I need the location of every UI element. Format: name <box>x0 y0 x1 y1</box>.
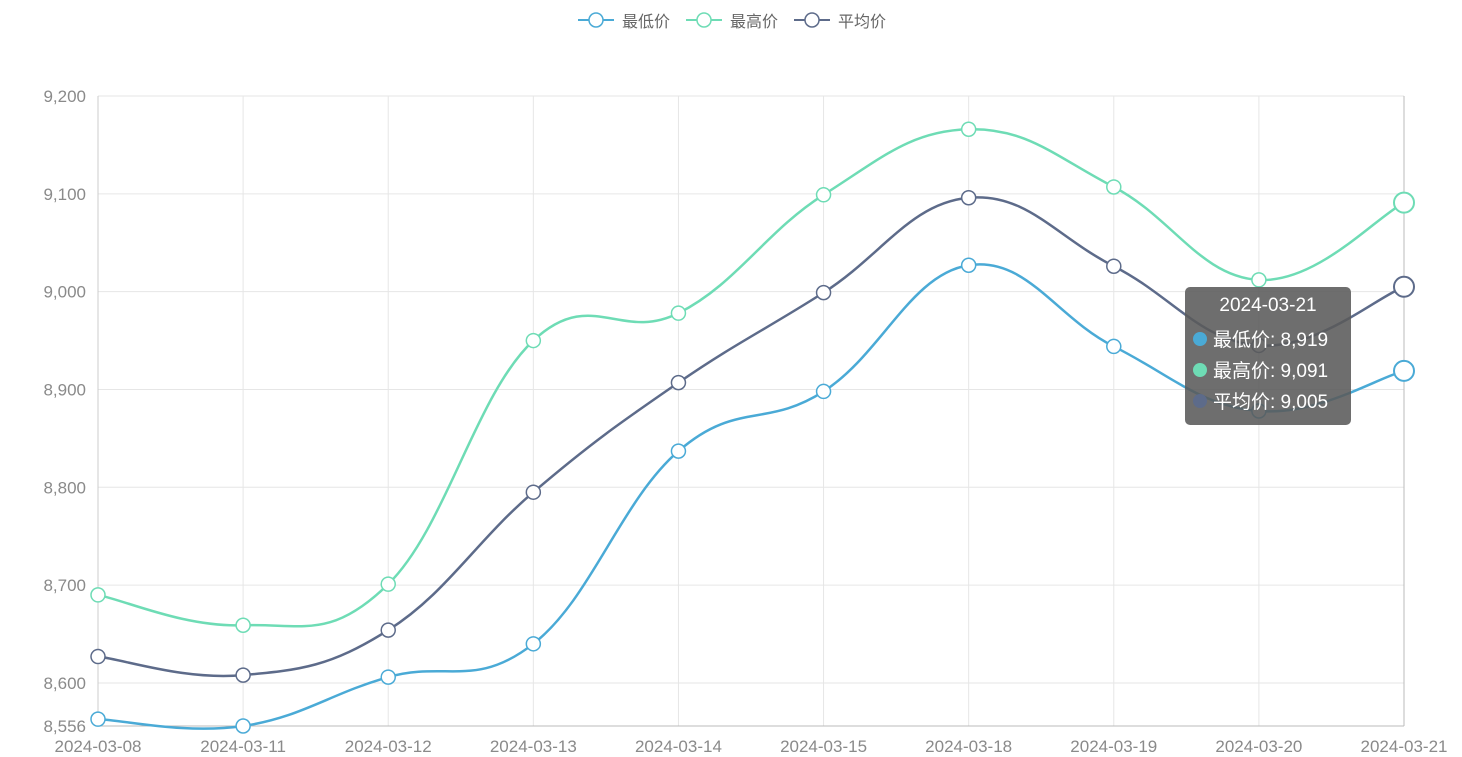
data-point-low <box>960 257 977 273</box>
data-point-high <box>525 332 542 349</box>
data-point-avg <box>1393 275 1415 298</box>
legend-low-symbol <box>577 12 614 28</box>
y-tick-label: 8,700 <box>43 576 86 595</box>
x-tick-label: 2024-03-15 <box>780 737 867 756</box>
data-point-high <box>380 576 396 592</box>
data-point-high <box>235 617 251 633</box>
x-tick-label: 2024-03-19 <box>1070 737 1157 756</box>
x-tick-label: 2024-03-21 <box>1361 737 1448 756</box>
tooltip: 2024-03-21 最低价: 8,919 最高价: 9,091 平均价: 9,… <box>1185 287 1351 425</box>
data-point-avg <box>90 648 106 665</box>
tooltip-row-low: 最低价: 8,919 <box>1193 323 1343 354</box>
y-tick-label: 8,900 <box>43 380 86 399</box>
data-point-avg <box>815 284 832 301</box>
tooltip-row-avg: 平均价: 9,005 <box>1193 385 1343 416</box>
tooltip-row-high: 最高价: 9,091 <box>1193 354 1343 385</box>
y-tick-label: 9,100 <box>43 185 86 204</box>
data-point-high <box>90 587 106 603</box>
legend-high-symbol <box>685 12 722 28</box>
data-point-high <box>1106 179 1122 195</box>
data-point-low <box>1393 359 1415 382</box>
y-tick-label: 9,000 <box>43 283 86 302</box>
y-tick-label: 9,200 <box>43 87 86 106</box>
x-tick-label: 2024-03-08 <box>55 737 142 756</box>
data-point-low <box>670 443 687 459</box>
data-point-avg <box>235 667 251 683</box>
x-tick-label: 2024-03-11 <box>200 737 286 756</box>
data-point-avg <box>380 622 396 638</box>
legend-avg-label: 平均价 <box>838 14 887 31</box>
series-line-high <box>97 128 1405 628</box>
data-point-low <box>380 669 396 685</box>
x-tick-label: 2024-03-14 <box>635 737 722 756</box>
legend-avg-symbol <box>794 12 830 28</box>
data-point-low <box>525 636 542 652</box>
x-tick-label: 2024-03-13 <box>490 737 577 756</box>
data-point-low <box>815 383 832 400</box>
data-point-high <box>1393 191 1415 214</box>
series-line-low <box>97 263 1405 730</box>
tooltip-low-text: 最低价: 8,919 <box>1213 330 1329 351</box>
legend-high-label: 最高价 <box>729 14 778 31</box>
tooltip-title: 2024-03-21 <box>1219 295 1317 316</box>
y-tick-label: 8,800 <box>43 478 86 497</box>
legend-item-high[interactable]: 最高价 <box>684 8 778 32</box>
tooltip-dot-high <box>1193 362 1207 377</box>
data-point-high <box>815 187 832 203</box>
x-tick-label: 2024-03-20 <box>1215 737 1302 756</box>
data-point-low <box>1106 338 1122 355</box>
legend-low-label: 最低价 <box>621 14 670 31</box>
data-point-avg <box>670 374 687 391</box>
data-point-avg <box>1106 258 1122 274</box>
legend: 最低价 最高价 平均价 <box>0 8 1462 32</box>
x-tick-label: 2024-03-18 <box>925 737 1012 756</box>
data-point-avg <box>960 189 977 206</box>
data-point-high <box>960 121 977 138</box>
tooltip-avg-text: 平均价: 9,005 <box>1213 392 1329 413</box>
tooltip-dot-low <box>1193 331 1207 346</box>
legend-item-avg[interactable]: 平均价 <box>792 8 886 32</box>
y-tick-label: 8,556 <box>43 717 86 736</box>
x-tick-label: 2024-03-12 <box>345 737 432 756</box>
data-point-low <box>90 711 106 727</box>
data-point-avg <box>525 484 542 500</box>
tooltip-dot-avg <box>1193 393 1207 408</box>
series-line-avg <box>97 196 1405 678</box>
y-tick-label: 8,600 <box>43 674 86 693</box>
data-point-high <box>1251 272 1267 288</box>
legend-item-low[interactable]: 最低价 <box>576 8 670 32</box>
tooltip-high-text: 最高价: 9,091 <box>1213 361 1329 382</box>
data-point-low <box>235 718 251 734</box>
data-point-high <box>670 305 687 321</box>
